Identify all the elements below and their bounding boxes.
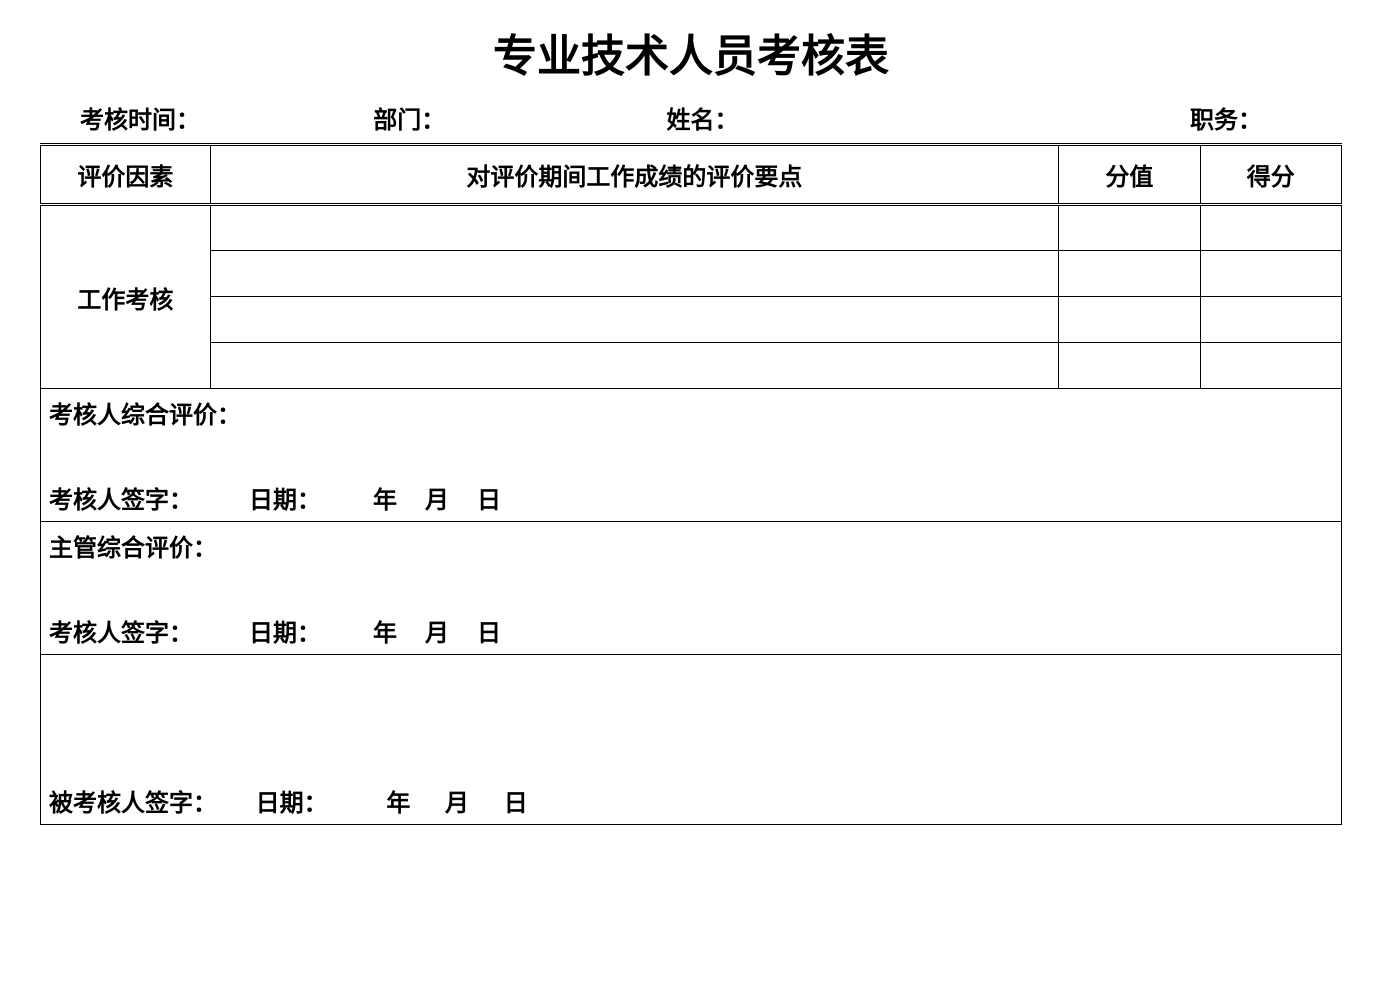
header-row: 评价因素 对评价期间工作成绩的评价要点 分值 得分 [41, 145, 1342, 205]
assessor-signature-line: 考核人签字： 日期： 年 月 日 [49, 480, 1333, 515]
header-factor: 评价因素 [41, 145, 211, 205]
points-cell [210, 297, 1058, 343]
assessor-comment-row: 考核人综合评价： 考核人签字： 日期： 年 月 日 [41, 389, 1342, 522]
assessee-sig-label: 被考核人签字： [49, 783, 249, 818]
assessor-sig-label: 考核人签字： [49, 480, 249, 515]
year-label: 年 [373, 613, 397, 648]
header-score: 得分 [1200, 145, 1341, 205]
value-cell [1059, 251, 1200, 297]
supervisor-sig-label: 考核人签字： [49, 613, 249, 648]
value-cell [1059, 343, 1200, 389]
date-label: 日期： [256, 783, 366, 818]
form-title: 专业技术人员考核表 [40, 20, 1342, 84]
day-label: 日 [477, 613, 501, 648]
year-label: 年 [386, 783, 410, 818]
score-cell [1200, 205, 1341, 251]
date-label: 日期： [249, 613, 359, 648]
supervisor-signature-line: 考核人签字： 日期： 年 月 日 [49, 613, 1333, 648]
supervisor-comment-row: 主管综合评价： 考核人签字： 日期： 年 月 日 [41, 522, 1342, 655]
score-cell [1200, 297, 1341, 343]
table-row [41, 251, 1342, 297]
day-label: 日 [504, 783, 528, 818]
info-row: 考核时间： 部门： 姓名： 职务： [40, 100, 1342, 135]
department-label: 部门： [373, 100, 666, 135]
score-cell [1200, 251, 1341, 297]
work-assessment-cell: 工作考核 [41, 205, 211, 389]
table-row: 工作考核 [41, 205, 1342, 251]
value-cell [1059, 297, 1200, 343]
year-label: 年 [373, 480, 397, 515]
header-points: 对评价期间工作成绩的评价要点 [210, 145, 1058, 205]
table-row [41, 297, 1342, 343]
position-label: 职务： [1009, 100, 1302, 135]
assessee-signature-line: 被考核人签字： 日期： 年 月 日 [49, 783, 1333, 818]
date-label: 日期： [249, 480, 359, 515]
day-label: 日 [477, 480, 501, 515]
assessee-signature-row: 被考核人签字： 日期： 年 月 日 [41, 655, 1342, 825]
table-row [41, 343, 1342, 389]
month-label: 月 [425, 480, 449, 515]
name-label: 姓名： [667, 100, 1009, 135]
header-value: 分值 [1059, 145, 1200, 205]
value-cell [1059, 205, 1200, 251]
assessment-table: 评价因素 对评价期间工作成绩的评价要点 分值 得分 工作考核 [40, 143, 1342, 825]
month-label: 月 [425, 613, 449, 648]
assessor-comment-label: 考核人综合评价： [49, 395, 1333, 430]
score-cell [1200, 343, 1341, 389]
points-cell [210, 205, 1058, 251]
supervisor-comment-label: 主管综合评价： [49, 528, 1333, 563]
month-label: 月 [445, 783, 469, 818]
points-cell [210, 251, 1058, 297]
points-cell [210, 343, 1058, 389]
assessment-time-label: 考核时间： [80, 100, 373, 135]
